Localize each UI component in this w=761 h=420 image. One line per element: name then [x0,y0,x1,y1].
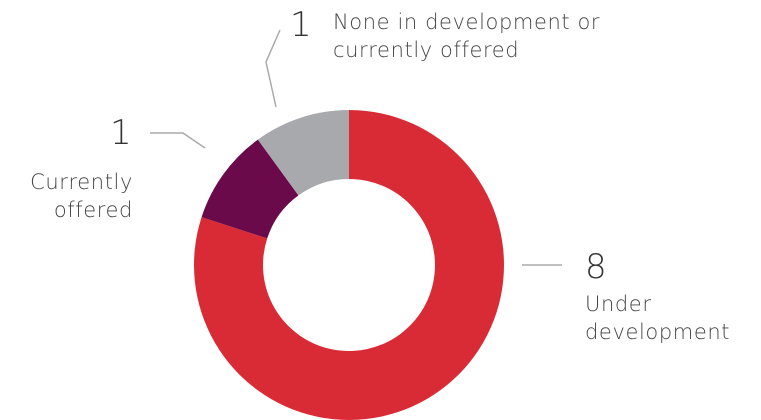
data-label: 1 [290,5,312,45]
category-label: Under development [585,292,731,344]
donut-slice [201,139,299,239]
data-label: 8 [585,247,607,287]
leader-line [150,132,206,149]
category-label: None in development or currently offered [333,10,601,62]
donut-slice [257,110,349,196]
donut-slice [194,110,505,420]
leader-line [265,29,281,108]
data-label: 1 [110,113,132,153]
category-label: Currently offered [30,170,133,222]
